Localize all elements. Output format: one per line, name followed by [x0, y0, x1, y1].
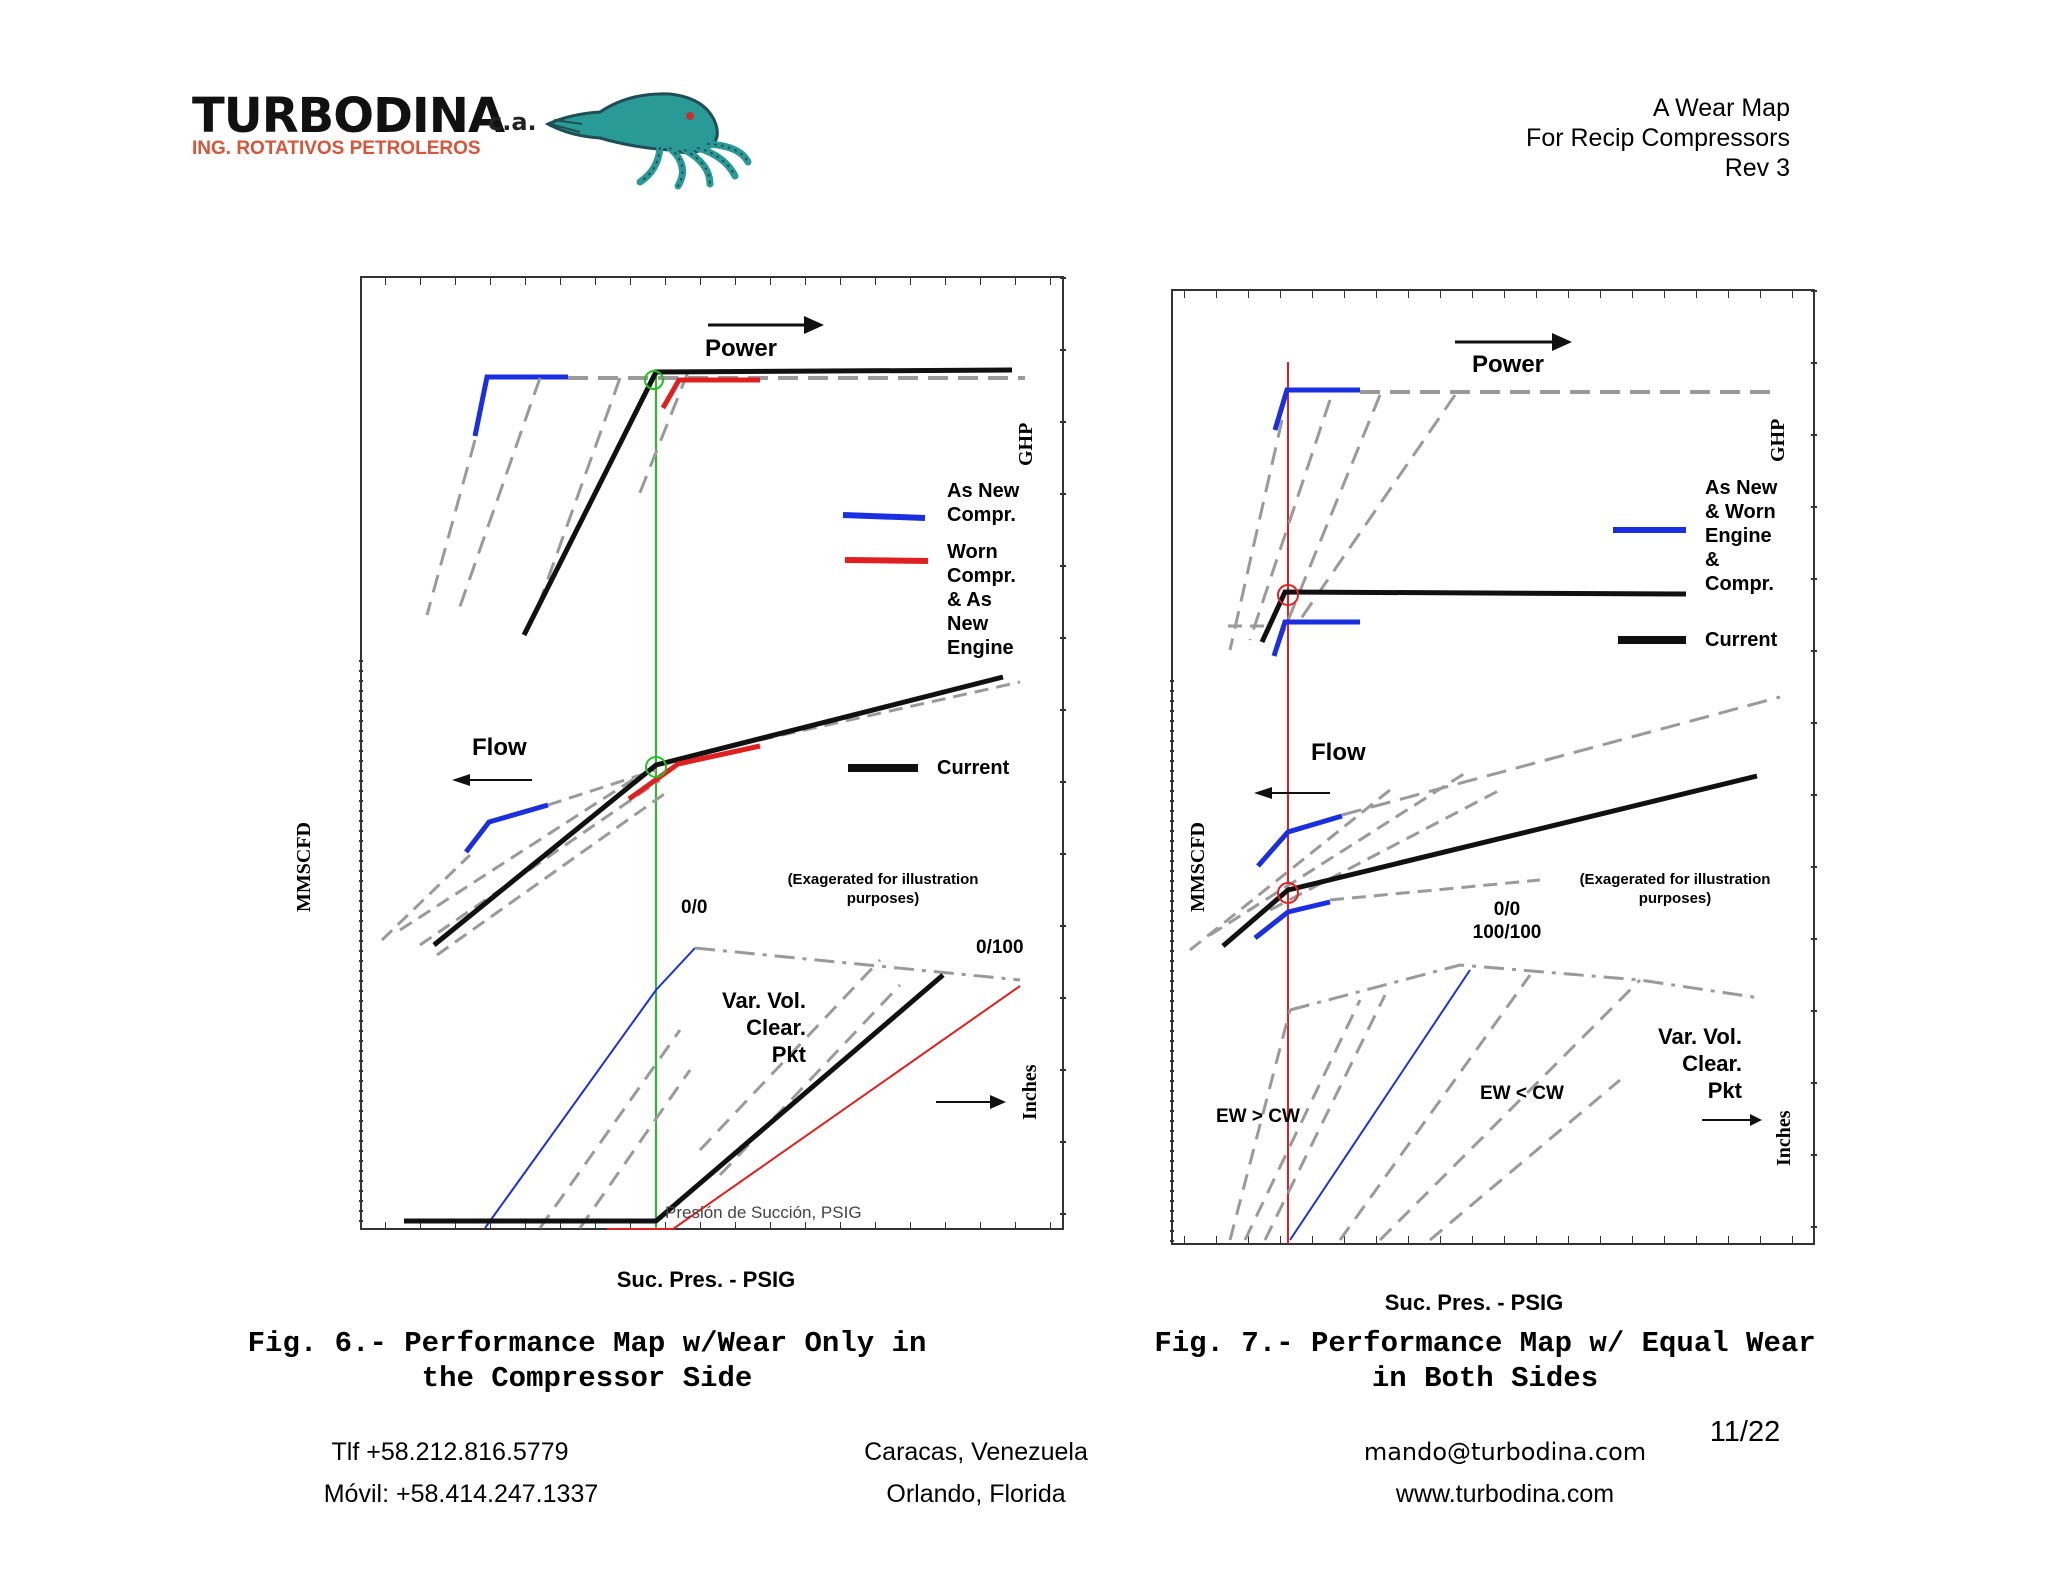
svg-text:Compr.: Compr.: [1705, 573, 1774, 595]
fig7-legend-current-text: Current: [1705, 629, 1778, 651]
svg-text:& As: & As: [947, 589, 992, 611]
fig6-label-0-100: 0/100: [976, 937, 1024, 958]
page-number: 11/22: [1709, 1416, 1781, 1448]
fig7-ghp-label: GHP: [1767, 419, 1789, 462]
fig6-bottom-ticks: [361, 1222, 1063, 1230]
fig6-flow-label: Flow: [472, 734, 527, 761]
fig6-legend-current-text: Current: [937, 757, 1010, 779]
fig7-power-label: Power: [1472, 351, 1544, 378]
svg-text:purposes): purposes): [847, 890, 920, 907]
fig7-top-ticks: [1172, 290, 1814, 298]
svg-text:&: &: [1705, 549, 1719, 571]
svg-text:Clear.: Clear.: [746, 1015, 806, 1040]
fig7-flow-curves: [1189, 695, 1781, 952]
fig7-power-curves: [1228, 387, 1778, 657]
fig6-legend-worn-text: Worn Compr. & As New Engine: [947, 541, 1016, 659]
footer-website-link[interactable]: www.turbodina.com: [1395, 1480, 1615, 1508]
svg-text:Worn: Worn: [947, 541, 998, 563]
fig7-inches-label: Inches: [1773, 1110, 1795, 1166]
squid-mascot-icon: [544, 92, 752, 190]
fig7-mmscfd-label: MMSCFD: [1187, 822, 1209, 912]
svg-text:Var. Vol.: Var. Vol.: [1658, 1024, 1742, 1049]
company-logo-subtitle: ING. ROTATIVOS PETROLEROS: [192, 138, 481, 159]
svg-text:As New: As New: [1705, 477, 1778, 499]
fig7-exaggerated-note: (Exagerated for illustration purposes): [1580, 871, 1771, 907]
doc-title-line3: Rev 3: [1724, 154, 1790, 182]
fig7-label-0-0: 0/0: [1494, 899, 1520, 920]
company-logo-name: TURBODINA: [192, 88, 505, 144]
fig6-exaggerated-note: (Exagerated for illustration purposes): [788, 871, 979, 907]
svg-text:As New: As New: [947, 480, 1020, 502]
fig7-legend-as-new-worn-text: As New & Worn Engine & Compr.: [1705, 477, 1778, 595]
fig7-x-axis-label: Suc. Pres. - PSIG: [1385, 1290, 1564, 1315]
svg-text:Compr.: Compr.: [947, 504, 1016, 526]
fig7-caption: Fig. 7.- Performance Map w/ Equal Wear i…: [1154, 1327, 1816, 1395]
svg-text:(Exagerated for illustration: (Exagerated for illustration: [1580, 871, 1771, 888]
fig6-power-curves: [425, 367, 1025, 637]
fig6-legend-as-new-text: As New Compr.: [947, 480, 1020, 526]
doc-title-line1: A Wear Map: [1652, 94, 1790, 122]
fig7-vvcp-curves: [1228, 963, 1761, 1242]
svg-text:New: New: [947, 613, 989, 635]
fig6-flow-curves: [380, 674, 1021, 957]
svg-text:purposes): purposes): [1639, 890, 1712, 907]
footer-city-caracas: Caracas, Venezuela: [864, 1438, 1088, 1466]
svg-text:& Worn: & Worn: [1705, 501, 1776, 523]
fig7-label-100-100: 100/100: [1473, 922, 1542, 943]
fig6-mmscfd-label: MMSCFD: [293, 822, 315, 912]
fig6-caption: Fig. 6.- Performance Map w/Wear Only in …: [247, 1327, 927, 1395]
fig6-vvcp-curves: [404, 946, 1021, 1230]
company-logo-suffix: c.a.: [488, 108, 537, 136]
fig6-label-0-0: 0/0: [681, 897, 707, 918]
fig7-bottom-ticks: [1172, 1236, 1814, 1244]
footer-city-orlando: Orlando, Florida: [886, 1480, 1066, 1508]
fig6-inches-label: Inches: [1019, 1064, 1041, 1120]
svg-text:(Exagerated for illustration: (Exagerated for illustration: [788, 871, 979, 888]
svg-text:Pkt: Pkt: [1708, 1078, 1743, 1103]
svg-text:Engine: Engine: [947, 637, 1014, 659]
svg-text:Engine: Engine: [1705, 525, 1772, 547]
svg-text:Compr.: Compr.: [947, 565, 1016, 587]
fig6-power-label: Power: [705, 335, 777, 362]
footer-mobile: Móvil: +58.414.247.1337: [323, 1480, 599, 1508]
fig7-flow-label: Flow: [1311, 739, 1366, 766]
svg-text:Var. Vol.: Var. Vol.: [722, 988, 806, 1013]
doc-title-line2: For Recip Compressors: [1526, 124, 1790, 152]
svg-text:Pkt: Pkt: [772, 1042, 807, 1067]
fig6-legend-worn-swatch: [844, 557, 929, 564]
fig6-legend-as-new-swatch: [842, 512, 926, 521]
fig7-ew-lt-cw-label: EW < CW: [1480, 1083, 1564, 1104]
fig6-suction-label: Presión de Succión, PSIG: [665, 1203, 862, 1222]
fig6-ghp-label: GHP: [1015, 423, 1037, 466]
fig7-ew-gt-cw-label: EW > CW: [1216, 1106, 1300, 1127]
fig7-vvcp-label: Var. Vol. Clear. Pkt: [1658, 1024, 1743, 1103]
fig6-top-ticks: [361, 277, 1063, 285]
fig6-vvcp-label: Var. Vol. Clear. Pkt: [722, 988, 807, 1067]
footer-email-link[interactable]: mando@turbodina.com: [1363, 1438, 1647, 1466]
footer-phone: Tlf +58.212.816.5779: [331, 1438, 569, 1466]
svg-text:Clear.: Clear.: [1682, 1051, 1742, 1076]
fig6-x-axis-label: Suc. Pres. - PSIG: [617, 1267, 796, 1292]
